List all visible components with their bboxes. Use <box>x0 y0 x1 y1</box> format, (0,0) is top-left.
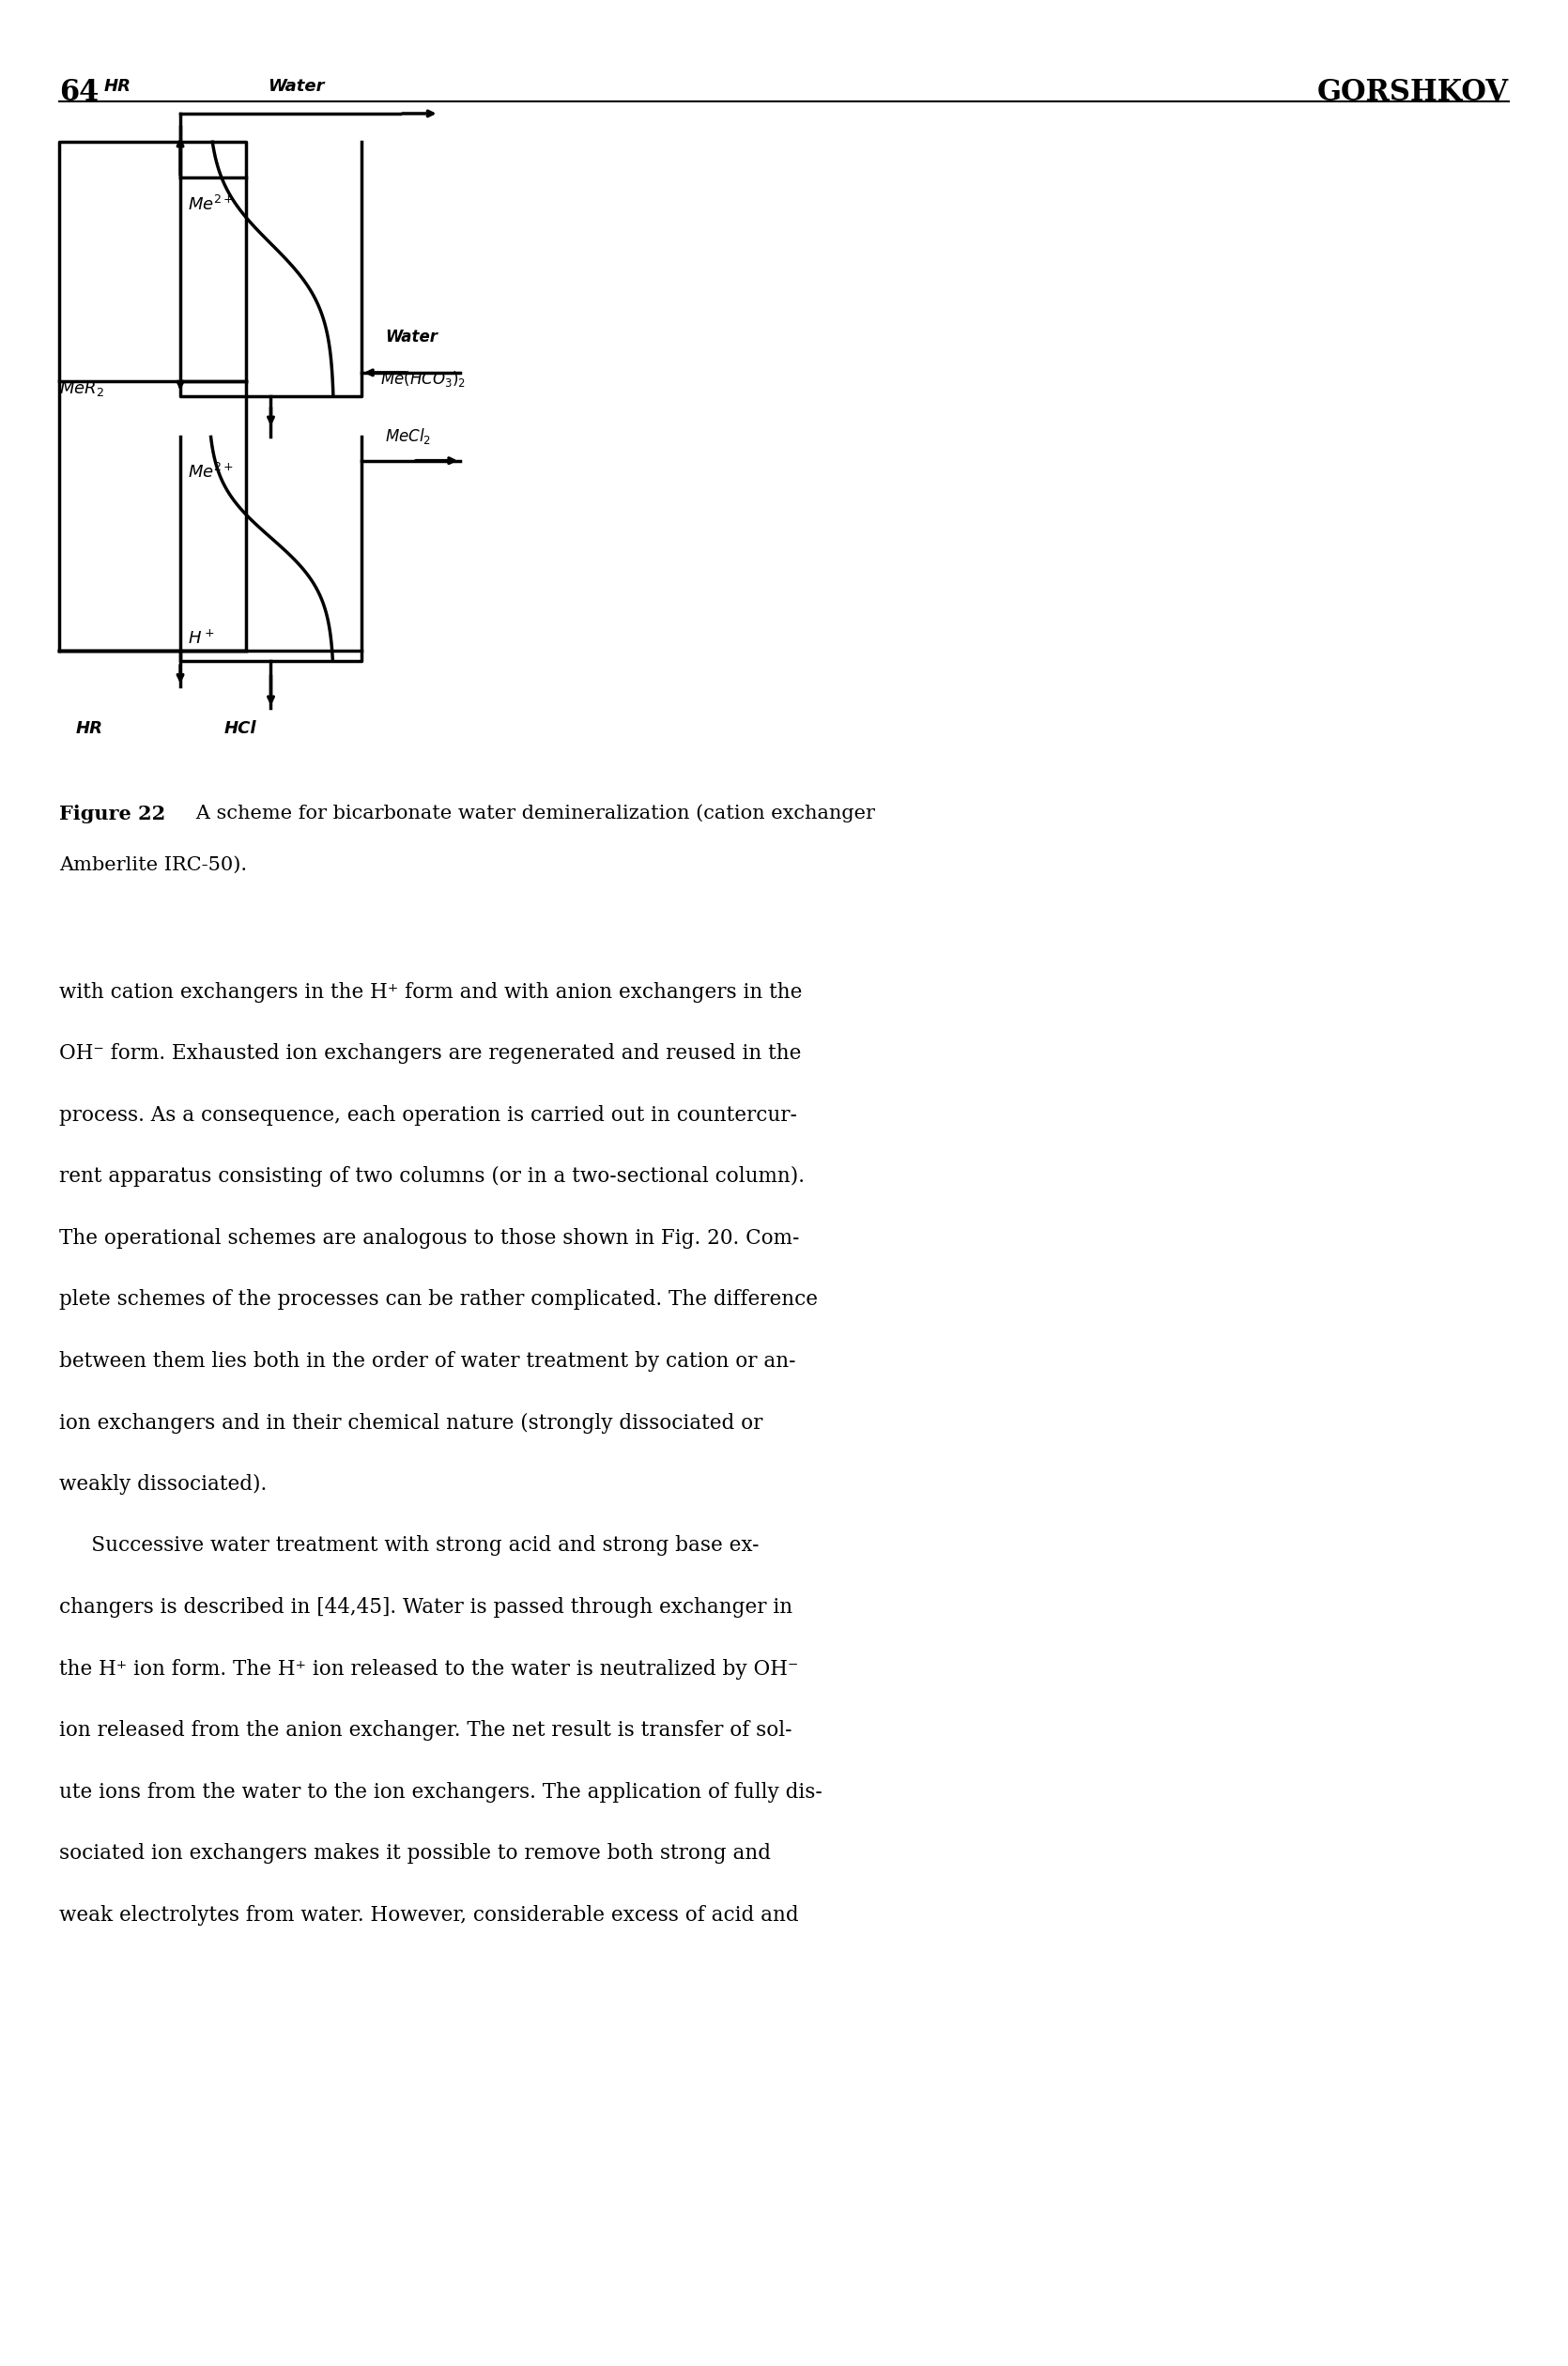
Text: Water: Water <box>268 78 325 95</box>
Text: sociated ion exchangers makes it possible to remove both strong and: sociated ion exchangers makes it possibl… <box>60 1843 771 1864</box>
Text: $MeCl_2$: $MeCl_2$ <box>386 426 431 447</box>
Text: A scheme for bicarbonate water demineralization (cation exchanger: A scheme for bicarbonate water demineral… <box>177 804 875 823</box>
Text: weakly dissociated).: weakly dissociated). <box>60 1474 267 1495</box>
Text: ion exchangers and in their chemical nature (strongly dissociated or: ion exchangers and in their chemical nat… <box>60 1413 764 1434</box>
Text: Successive water treatment with strong acid and strong base ex-: Successive water treatment with strong a… <box>60 1536 759 1557</box>
Text: $Me^{2+}$: $Me^{2+}$ <box>188 464 234 483</box>
Text: HCl: HCl <box>224 719 257 738</box>
Text: $MeR_2$: $MeR_2$ <box>60 379 105 397</box>
Text: The operational schemes are analogous to those shown in Fig. 20. Com-: The operational schemes are analogous to… <box>60 1228 800 1249</box>
Text: $Me(HCO_3)_2$: $Me(HCO_3)_2$ <box>381 369 466 388</box>
Text: weak electrolytes from water. However, considerable excess of acid and: weak electrolytes from water. However, c… <box>60 1905 800 1926</box>
Text: ute ions from the water to the ion exchangers. The application of fully dis-: ute ions from the water to the ion excha… <box>60 1782 823 1803</box>
Text: GORSHKOV: GORSHKOV <box>1317 78 1508 106</box>
Text: Figure 22: Figure 22 <box>60 804 166 823</box>
Text: rent apparatus consisting of two columns (or in a two-sectional column).: rent apparatus consisting of two columns… <box>60 1166 804 1188</box>
Text: ion released from the anion exchanger. The net result is transfer of sol-: ion released from the anion exchanger. T… <box>60 1720 792 1741</box>
Text: OH⁻ form. Exhausted ion exchangers are regenerated and reused in the: OH⁻ form. Exhausted ion exchangers are r… <box>60 1043 801 1065</box>
Text: plete schemes of the processes can be rather complicated. The difference: plete schemes of the processes can be ra… <box>60 1289 818 1311</box>
Text: $Me^{2+}$: $Me^{2+}$ <box>188 194 234 213</box>
Text: between them lies both in the order of water treatment by cation or an-: between them lies both in the order of w… <box>60 1351 797 1372</box>
Text: HR: HR <box>103 78 130 95</box>
Text: Water: Water <box>386 329 437 345</box>
Text: process. As a consequence, each operation is carried out in countercur-: process. As a consequence, each operatio… <box>60 1105 798 1126</box>
Text: Amberlite IRC-50).: Amberlite IRC-50). <box>60 856 248 875</box>
Text: HR: HR <box>75 719 103 738</box>
Text: 64: 64 <box>60 78 99 106</box>
Text: the H⁺ ion form. The H⁺ ion released to the water is neutralized by OH⁻: the H⁺ ion form. The H⁺ ion released to … <box>60 1659 798 1680</box>
Text: $H^+$: $H^+$ <box>188 629 215 648</box>
Text: changers is described in [44,45]. Water is passed through exchanger in: changers is described in [44,45]. Water … <box>60 1597 793 1618</box>
Text: with cation exchangers in the H⁺ form and with anion exchangers in the: with cation exchangers in the H⁺ form an… <box>60 982 803 1003</box>
